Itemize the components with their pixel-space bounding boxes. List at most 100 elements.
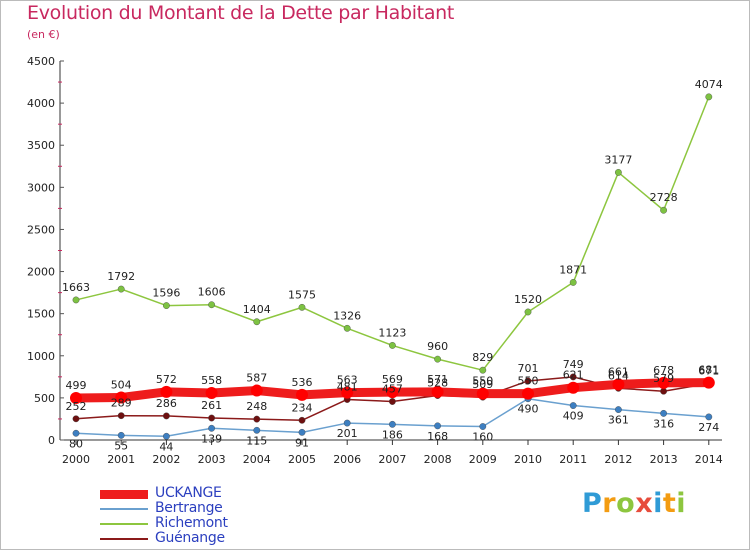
data-label-uckange: 558 <box>201 374 222 387</box>
data-label-richemont: 1520 <box>514 293 542 306</box>
data-label-richemont: 1871 <box>559 263 587 276</box>
data-label-bertrange: 44 <box>159 440 173 453</box>
data-label-gunange: 286 <box>156 397 177 410</box>
chart-subtitle: (en €) <box>27 28 60 41</box>
data-label-bertrange: 115 <box>246 434 267 447</box>
data-point-bertrange <box>298 428 306 436</box>
data-point-richemont <box>434 355 441 363</box>
y-tick-label: 4000 <box>27 97 55 110</box>
data-point-bertrange <box>479 423 487 430</box>
data-label-richemont: 1326 <box>333 309 361 322</box>
data-label-uckange: 571 <box>427 373 448 386</box>
data-point-richemont <box>705 93 713 101</box>
proxiti-logo: Proxiti <box>582 488 686 519</box>
legend-item: Bertrange <box>100 500 300 516</box>
data-label-richemont: 1123 <box>378 326 406 339</box>
data-point-richemont <box>660 206 667 214</box>
x-tick-label: 2004 <box>243 453 271 466</box>
logo-letter: i <box>676 488 687 519</box>
logo-letter: x <box>635 488 654 519</box>
data-point-bertrange <box>705 413 713 421</box>
data-label-richemont: 1606 <box>198 286 226 299</box>
data-label-gunange: 234 <box>292 401 313 414</box>
data-label-uckange: 536 <box>292 376 313 389</box>
data-point-gunange <box>117 412 125 420</box>
data-label-gunange: 248 <box>246 400 267 413</box>
data-label-uckange: 504 <box>111 379 132 392</box>
data-label-gunange: 252 <box>66 400 87 413</box>
data-label-gunange: 289 <box>111 397 132 410</box>
x-tick-label: 2006 <box>333 453 361 466</box>
data-label-richemont: 829 <box>472 351 493 364</box>
data-point-uckange <box>612 378 625 391</box>
data-label-richemont: 3177 <box>604 153 632 166</box>
data-label-bertrange: 490 <box>518 403 539 416</box>
data-point-richemont <box>343 324 351 332</box>
data-label-bertrange: 91 <box>295 436 309 449</box>
chart-legend: UCKANGE Bertrange Richemont Guénange <box>100 485 300 546</box>
data-label-bertrange: 160 <box>472 431 493 444</box>
data-point-uckange <box>386 386 399 399</box>
legend-label: Bertrange <box>155 500 223 516</box>
data-label-bertrange: 55 <box>114 439 128 452</box>
legend-label: Guénange <box>155 530 225 546</box>
x-tick-label: 2014 <box>695 453 723 466</box>
logo-letter: t <box>662 488 677 519</box>
y-tick-label: 2500 <box>27 223 55 236</box>
data-label-bertrange: 186 <box>382 428 403 441</box>
legend-swatch <box>100 523 148 525</box>
data-point-richemont <box>479 366 487 374</box>
y-tick-label: 3500 <box>27 139 55 152</box>
x-tick-label: 2013 <box>650 453 678 466</box>
data-point-uckange <box>296 388 308 401</box>
data-label-uckange: 572 <box>156 373 177 386</box>
y-tick-label: 500 <box>34 392 55 405</box>
data-point-uckange <box>205 387 218 400</box>
data-point-richemont <box>72 296 80 304</box>
data-point-uckange <box>341 386 354 399</box>
logo-letter: o <box>616 488 636 519</box>
data-point-bertrange <box>117 431 125 439</box>
data-label-gunange: 701 <box>518 362 539 375</box>
data-point-richemont <box>253 318 261 326</box>
data-point-uckange <box>476 387 489 400</box>
legend-label: Richemont <box>155 515 228 531</box>
data-label-gunange: 457 <box>382 383 403 396</box>
data-point-richemont <box>388 342 396 349</box>
data-point-richemont <box>569 279 577 286</box>
data-label-gunange: 509 <box>472 378 493 391</box>
y-tick-label: 3000 <box>27 181 55 194</box>
legend-swatch <box>100 508 148 510</box>
data-point-bertrange <box>253 426 261 434</box>
data-point-bertrange <box>569 402 577 409</box>
data-label-uckange: 621 <box>563 369 584 382</box>
legend-item: UCKANGE <box>100 485 300 501</box>
data-label-bertrange: 168 <box>427 430 448 443</box>
data-point-gunange <box>569 373 577 381</box>
data-label-gunange: 671 <box>698 364 719 377</box>
x-tick-label: 2003 <box>198 453 226 466</box>
data-point-gunange <box>208 414 216 422</box>
data-point-uckange <box>702 376 715 389</box>
data-point-bertrange <box>162 432 170 440</box>
data-point-bertrange <box>343 419 351 427</box>
chart-title: Evolution du Montant de la Dette par Hab… <box>27 2 455 24</box>
data-point-uckange <box>115 391 128 404</box>
logo-letter: i <box>653 488 663 519</box>
data-label-gunange: 749 <box>563 358 584 371</box>
data-point-bertrange <box>72 429 80 437</box>
data-label-uckange: 550 <box>472 375 493 388</box>
data-label-bertrange: 201 <box>337 427 358 440</box>
data-label-bertrange: 274 <box>698 421 719 434</box>
data-label-uckange: 499 <box>66 379 87 392</box>
data-label-gunange: 261 <box>201 399 222 412</box>
x-tick-label: 2010 <box>514 453 542 466</box>
data-label-richemont: 1575 <box>288 288 316 301</box>
data-point-gunange <box>660 387 667 395</box>
x-tick-label: 2011 <box>559 453 587 466</box>
y-tick-label: 1500 <box>27 308 55 321</box>
y-tick-label: 4500 <box>27 55 55 68</box>
data-label-bertrange: 361 <box>608 414 629 427</box>
legend-swatch <box>100 538 148 540</box>
